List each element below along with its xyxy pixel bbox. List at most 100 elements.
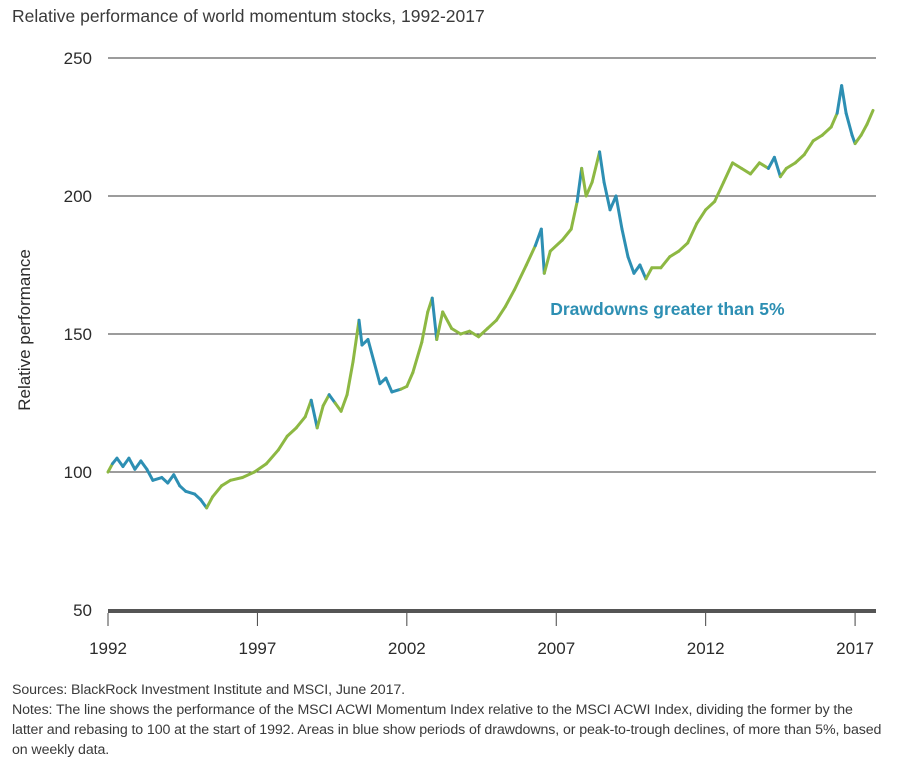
series-segment	[315, 404, 325, 430]
series-segment	[713, 180, 726, 204]
series-segment-drawdown	[145, 467, 155, 482]
series-segment	[240, 470, 256, 480]
series-segment-drawdown	[121, 456, 131, 468]
series-segment	[294, 415, 307, 430]
series-segment-drawdown	[575, 166, 584, 204]
series-segment	[740, 166, 752, 176]
series-segment	[321, 393, 331, 408]
series-segment	[459, 329, 472, 336]
series-segment	[853, 133, 863, 146]
footnotes: Sources: BlackRock Investment Institute …	[12, 680, 882, 760]
series-segment	[802, 139, 815, 157]
series-segment	[659, 255, 672, 270]
drawdown-annotation: Drawdowns greater than 5%	[550, 299, 785, 319]
series-segment-drawdown	[172, 473, 182, 488]
series-segment	[494, 304, 507, 322]
series-segment	[686, 222, 699, 245]
series-segment	[229, 476, 244, 482]
series-segment	[644, 266, 654, 281]
series-segment-drawdown	[384, 376, 394, 394]
series-segment-drawdown	[166, 473, 176, 485]
series-segment	[778, 166, 788, 179]
series-segment	[548, 238, 564, 253]
series-segment	[220, 478, 233, 488]
notes-text: Notes: The line shows the performance of…	[12, 702, 882, 758]
series-segment	[859, 122, 869, 137]
y-tick-label: 250	[64, 49, 92, 68]
y-tick-label: 200	[64, 187, 92, 206]
series-segment	[668, 249, 681, 259]
series-segment-drawdown	[430, 296, 439, 342]
series-segment	[722, 161, 735, 184]
x-tick-label: 2012	[687, 639, 725, 658]
series-segment	[584, 180, 594, 198]
series-segment	[784, 161, 797, 170]
series-segment	[435, 310, 445, 342]
series-segment	[820, 125, 833, 137]
x-tick-label: 2017	[836, 639, 874, 658]
sources-note: Sources: BlackRock Investment Institute …	[12, 682, 406, 698]
series-segment	[252, 462, 268, 474]
series-segment-drawdown	[151, 476, 164, 482]
y-tick-label: 50	[73, 601, 92, 620]
series-segment-drawdown	[390, 387, 403, 394]
series-segment-drawdown	[602, 180, 612, 212]
chart-plot: Relative performance 50 100 150 200 250 1992 1…	[15, 49, 876, 658]
series-segment	[560, 227, 573, 242]
chart-title: Relative performance of world momentum s…	[12, 6, 485, 26]
series-segment-drawdown	[327, 393, 337, 405]
series-segment	[580, 166, 588, 198]
series-segment	[829, 111, 839, 129]
series-segment	[793, 153, 806, 165]
series-segment	[450, 326, 463, 336]
series-segment-drawdown	[139, 459, 149, 471]
series-segment-drawdown	[614, 194, 624, 231]
series-segment	[211, 484, 224, 499]
series-segment	[477, 326, 490, 339]
series-segment-drawdown	[133, 459, 143, 471]
series-segment-drawdown	[115, 456, 125, 468]
series-segment	[486, 318, 498, 330]
y-axis-label: Relative performance	[15, 249, 34, 411]
x-tick-label: 2002	[388, 639, 426, 658]
series-segment	[503, 288, 516, 308]
series-segment-drawdown	[844, 111, 854, 137]
series-segment-drawdown	[127, 456, 137, 471]
series-segment	[748, 161, 761, 176]
series-segment	[590, 150, 602, 184]
series-segment	[345, 360, 355, 397]
series-segment	[303, 398, 313, 419]
series-segment	[704, 200, 717, 212]
series-segment-drawdown	[626, 255, 636, 275]
series-segment-drawdown	[638, 263, 648, 281]
series-segment-drawdown	[840, 84, 848, 115]
y-tick-label: 150	[64, 325, 92, 344]
series-segment	[339, 393, 349, 413]
series-segment	[441, 310, 454, 330]
x-tick-label: 1997	[239, 639, 277, 658]
series-segment-drawdown	[309, 398, 319, 430]
series-segment	[811, 133, 824, 143]
series-segment-drawdown	[184, 489, 197, 496]
series-segment-drawdown	[199, 498, 209, 510]
x-tick-label: 1992	[89, 639, 127, 658]
series-segment	[276, 434, 289, 452]
series-segment	[468, 329, 481, 339]
series-segment	[524, 244, 537, 267]
series-segment	[569, 200, 579, 231]
series-segment	[264, 448, 280, 466]
series-segment	[205, 495, 215, 510]
series-segment	[757, 161, 770, 170]
series-segment	[351, 318, 361, 364]
series-segment	[285, 426, 298, 438]
series-segment-drawdown	[357, 318, 364, 347]
series-segment	[411, 340, 424, 375]
series-segment	[865, 108, 875, 126]
y-tick-label: 100	[64, 463, 92, 482]
series-segment-drawdown	[539, 227, 546, 275]
series-segment	[695, 208, 708, 226]
series-segment	[512, 263, 528, 292]
series-segment	[420, 310, 430, 344]
series-segment	[677, 241, 690, 253]
x-tick-label: 2007	[537, 639, 575, 658]
